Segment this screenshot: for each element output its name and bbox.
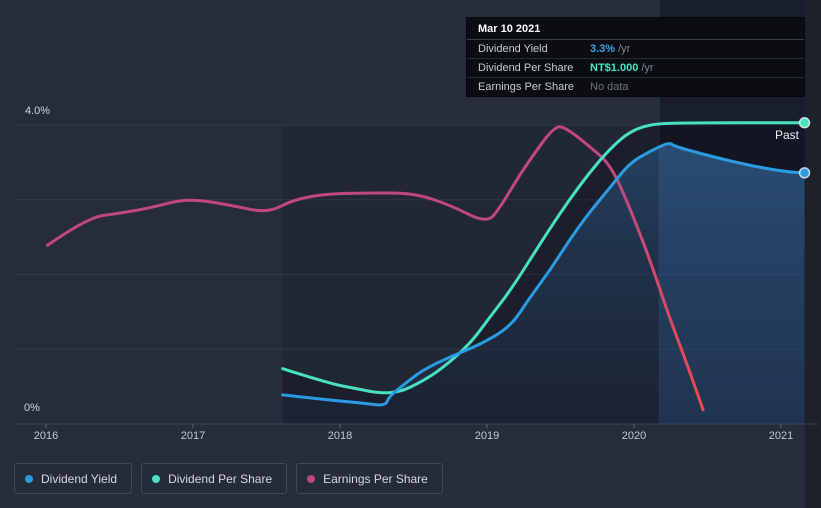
series-line-dividend-yield — [281, 142, 807, 407]
legend-dot-earnings-per-share-icon — [307, 474, 316, 483]
past-label: Past — [774, 128, 799, 142]
end-marker — [798, 167, 811, 179]
tooltip-date: Mar 10 2021 — [467, 18, 804, 40]
chart-tooltip: Mar 10 2021 Dividend Yield 3.3%/yr Divid… — [466, 17, 805, 97]
chart-legend: Dividend Yield Dividend Per Share Earnin… — [14, 463, 443, 494]
legend-dot-dividend-per-share-icon — [152, 474, 161, 483]
legend-item-dividend-per-share[interactable]: Dividend Per Share — [141, 463, 288, 494]
x-axis-year-label: 2019 — [474, 430, 500, 442]
area-under-dividend-yield-highlight — [658, 143, 805, 424]
future-strip — [804, 0, 821, 508]
tooltip-value-suffix: /yr — [618, 43, 631, 55]
legend-label: Earnings Per Share — [323, 471, 428, 486]
tooltip-row-dividend-per-share: Dividend Per Share NT$1.000/yr — [467, 59, 804, 78]
series-line-dividend-per-share — [281, 121, 807, 395]
legend-label: Dividend Yield — [41, 471, 118, 486]
y-axis-label-bottom: 0% — [24, 402, 40, 414]
legend-label: Dividend Per Share — [168, 471, 273, 486]
end-marker — [798, 117, 811, 129]
legend-item-earnings-per-share[interactable]: Earnings Per Share — [296, 463, 443, 494]
area-under-dividend-yield — [282, 143, 805, 424]
y-axis-label-top: 4.0% — [25, 105, 51, 117]
x-axis-year-label: 2020 — [621, 430, 647, 442]
tooltip-value: NT$1.000 — [590, 62, 639, 74]
tooltip-value-suffix: /yr — [641, 62, 654, 74]
tooltip-label: Earnings Per Share — [478, 81, 574, 93]
tooltip-label: Dividend Per Share — [478, 62, 574, 74]
x-axis-year-label: 2021 — [768, 430, 794, 442]
tooltip-row-dividend-yield: Dividend Yield 3.3%/yr — [467, 40, 804, 59]
tooltip-row-earnings-per-share: Earnings Per Share No data — [467, 78, 804, 96]
tooltip-label: Dividend Yield — [478, 43, 548, 55]
tooltip-value: No data — [590, 81, 629, 93]
legend-item-dividend-yield[interactable]: Dividend Yield — [14, 463, 133, 494]
tooltip-value: 3.3% — [590, 43, 616, 55]
x-axis-year-label: 2018 — [327, 430, 353, 442]
legend-dot-dividend-yield-icon — [25, 474, 33, 483]
series-line-earnings-per-share — [45, 125, 705, 412]
x-axis-year-label: 2016 — [33, 430, 59, 442]
x-axis-year-label: 2017 — [180, 430, 206, 442]
